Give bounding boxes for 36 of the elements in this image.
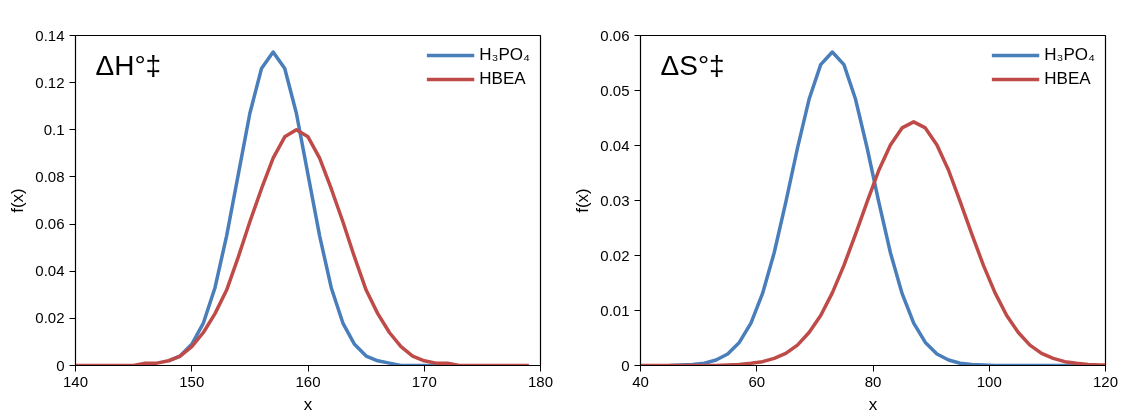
y-tick-label: 0.1 <box>43 120 65 138</box>
y-tick-label: 0.03 <box>600 191 630 209</box>
y-axis-title: f(x) <box>8 188 28 213</box>
y-tick-label: 0.02 <box>600 246 630 264</box>
annotation: ΔH°‡ <box>95 49 162 81</box>
y-tick-label: 0.06 <box>600 26 630 44</box>
x-tick-label: 100 <box>976 372 1002 390</box>
x-tick-label: 150 <box>179 372 205 390</box>
y-tick-label: 0.05 <box>600 81 630 99</box>
legend-label: HBEA <box>479 69 526 89</box>
x-tick-label: 180 <box>527 372 554 390</box>
y-tick-label: 0.01 <box>600 301 630 319</box>
y-tick-label: 0.06 <box>35 215 65 233</box>
y-tick-label: 0.08 <box>35 167 65 185</box>
y-tick-label: 0.02 <box>35 309 65 327</box>
annotation: ΔS°‡ <box>660 49 725 81</box>
x-tick-label: 160 <box>295 372 321 390</box>
y-axis-title: f(x) <box>573 188 593 213</box>
y-tick-label: 0.12 <box>35 73 65 91</box>
y-tick-label: 0.04 <box>35 262 65 280</box>
y-tick-label: 0.14 <box>35 26 65 44</box>
legend-label: H₃PO₄ <box>1044 45 1095 65</box>
x-tick-label: 140 <box>62 372 89 390</box>
legend-label: H₃PO₄ <box>479 45 530 65</box>
x-axis-title: x <box>868 394 878 414</box>
x-tick-label: 60 <box>748 372 766 390</box>
legend-label: HBEA <box>1044 69 1091 89</box>
x-tick-label: 120 <box>1092 372 1119 390</box>
line-series <box>75 128 531 366</box>
x-axis-title: x <box>303 394 313 414</box>
x-tick-label: 80 <box>864 372 882 390</box>
y-tick-label: 0.04 <box>600 136 630 154</box>
y-tick-label: 0 <box>621 356 630 374</box>
x-tick-label: 170 <box>411 372 437 390</box>
y-tick-label: 0 <box>56 356 65 374</box>
x-tick-label: 40 <box>632 372 649 390</box>
